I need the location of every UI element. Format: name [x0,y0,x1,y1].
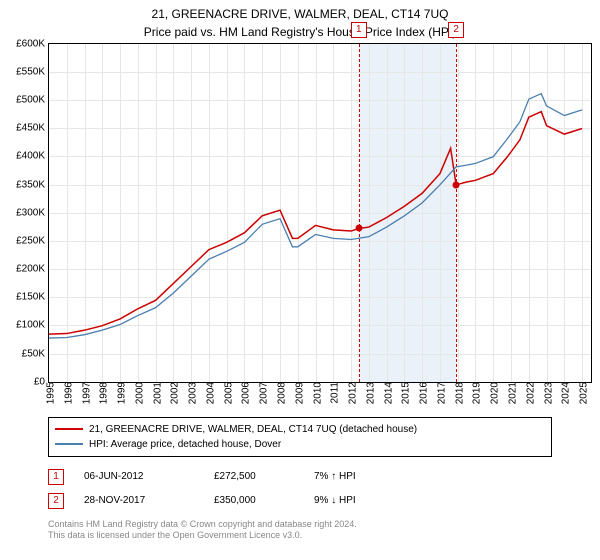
y-axis-label: £250K [16,235,49,246]
y-axis-label: £300K [16,207,49,218]
x-axis-label: 2018 [450,382,465,404]
sale-hpi-diff: 9% ↓ HPI [314,495,552,506]
sale-date: 06-JUN-2012 [84,471,194,482]
x-axis-label: 2012 [344,382,359,404]
plot-region: £0£50K£100K£150K£200K£250K£300K£350K£400… [48,43,592,383]
x-axis-label: 2014 [379,382,394,404]
y-axis-label: £400K [16,151,49,162]
x-axis-label: 2020 [486,382,501,404]
x-axis-label: 2009 [290,382,305,404]
y-axis-label: £600K [16,38,49,49]
sale-marker-badge: 1 [351,22,367,38]
y-axis-label: £350K [16,179,49,190]
chart-area: £0£50K£100K£150K£200K£250K£300K£350K£400… [48,43,592,383]
footer-line: Contains HM Land Registry data © Crown c… [48,519,552,531]
sale-row: 2 28-NOV-2017 £350,000 9% ↓ HPI [48,489,552,513]
x-axis-label: 2008 [273,382,288,404]
x-axis-label: 2016 [415,382,430,404]
x-axis-label: 2023 [539,382,554,404]
sale-marker-dot [355,225,362,232]
chart-title: 21, GREENACRE DRIVE, WALMER, DEAL, CT14 … [0,0,600,23]
legend-swatch [55,443,83,445]
x-axis-label: 2007 [255,382,270,404]
sale-date: 28-NOV-2017 [84,495,194,506]
sale-marker-dot [453,181,460,188]
sale-price: £350,000 [214,495,294,506]
x-axis-label: 2025 [575,382,590,404]
x-axis-label: 2006 [237,382,252,404]
series-svg [49,44,591,382]
legend-item: HPI: Average price, detached house, Dove… [55,437,545,452]
sale-row: 1 06-JUN-2012 £272,500 7% ↑ HPI [48,465,552,489]
x-axis-label: 2001 [148,382,163,404]
x-axis-label: 2021 [504,382,519,404]
x-axis-label: 1999 [113,382,128,404]
x-axis-label: 2004 [201,382,216,404]
footer-line: This data is licensed under the Open Gov… [48,530,552,542]
x-axis-label: 2015 [397,382,412,404]
chart-subtitle: Price paid vs. HM Land Registry's House … [0,23,600,43]
x-axis-label: 2002 [166,382,181,404]
y-axis-label: £50K [22,348,49,359]
x-axis-label: 2010 [308,382,323,404]
x-axis-label: 2019 [468,382,483,404]
x-axis-label: 1998 [95,382,110,404]
x-axis-label: 1996 [59,382,74,404]
sale-price: £272,500 [214,471,294,482]
y-axis-label: £150K [16,292,49,303]
sale-hpi-diff: 7% ↑ HPI [314,471,552,482]
legend: 21, GREENACRE DRIVE, WALMER, DEAL, CT14 … [48,417,552,457]
x-axis-label: 2003 [184,382,199,404]
x-axis-label: 2022 [521,382,536,404]
series-line [49,93,582,337]
legend-item: 21, GREENACRE DRIVE, WALMER, DEAL, CT14 … [55,422,545,437]
x-axis-label: 1995 [42,382,57,404]
x-axis-label: 2000 [130,382,145,404]
legend-swatch [55,428,83,430]
legend-label: HPI: Average price, detached house, Dove… [89,437,281,452]
y-axis-label: £100K [16,320,49,331]
y-axis-label: £500K [16,95,49,106]
y-axis-label: £450K [16,123,49,134]
legend-label: 21, GREENACRE DRIVE, WALMER, DEAL, CT14 … [89,422,417,437]
x-axis-label: 1997 [77,382,92,404]
sale-index-badge: 2 [48,493,64,509]
y-axis-label: £550K [16,66,49,77]
footer-attribution: Contains HM Land Registry data © Crown c… [48,519,552,542]
x-axis-label: 2017 [432,382,447,404]
x-axis-label: 2005 [219,382,234,404]
x-axis-label: 2011 [326,382,341,404]
chart-container: 21, GREENACRE DRIVE, WALMER, DEAL, CT14 … [0,0,600,560]
sales-table: 1 06-JUN-2012 £272,500 7% ↑ HPI 2 28-NOV-2017… [48,465,552,513]
x-axis-label: 2013 [361,382,376,404]
sale-index-badge: 1 [48,469,64,485]
x-axis-label: 2024 [557,382,572,404]
y-axis-label: £200K [16,264,49,275]
sale-marker-badge: 2 [448,22,464,38]
